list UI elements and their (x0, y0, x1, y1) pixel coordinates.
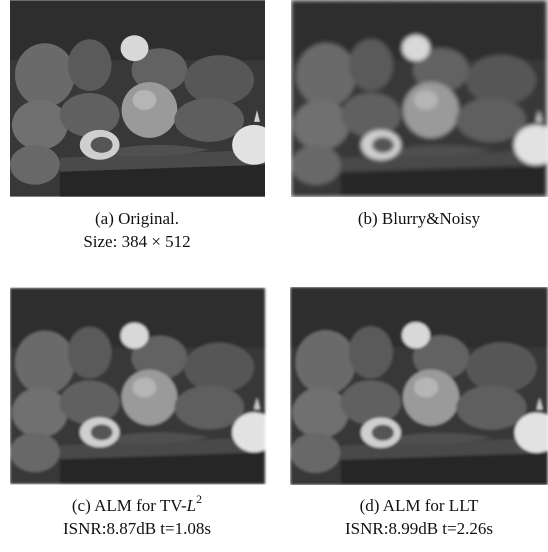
caption-text: ISNR:8.87dB t=1.08s (63, 519, 211, 538)
panel-image (10, 288, 276, 484)
caption-text: (d) ALM for LLT (360, 496, 479, 515)
caption-text: ISNR:8.99dB t=2.26s (345, 519, 493, 538)
figure: (a) Original. Size: 384 × 512 (b) Blurry&N… (0, 0, 548, 552)
caption-line: ISNR:8.99dB t=2.26s (345, 519, 493, 538)
caption-text: (c) ALM for TV- (72, 496, 187, 515)
caption-line: (b) Blurry&Noisy (358, 209, 481, 228)
caption-text: (b) Blurry&Noisy (358, 209, 481, 228)
caption-text: L (186, 496, 196, 515)
panels: (a) Original. Size: 384 × 512 (b) Blurry&N… (10, 0, 548, 538)
caption-line: ISNR:8.87dB t=1.08s (63, 519, 211, 538)
panel: (d) ALM for LLT ISNR:8.99dB t=2.26s (290, 287, 548, 538)
caption-line: (a) Original. (95, 209, 179, 228)
panel: (b) Blurry&Noisy (291, 0, 548, 228)
panel-image (291, 0, 548, 197)
panel: (c) ALM for TV-L2 ISNR:8.87dB t=1.08s (10, 288, 276, 538)
panel: (a) Original. Size: 384 × 512 (10, 0, 276, 251)
panel-image (290, 287, 548, 485)
caption-line: (d) ALM for LLT (360, 496, 479, 515)
panel-image (10, 0, 276, 196)
caption-text: 2 (196, 492, 202, 506)
caption-line: (c) ALM for TV-L2 (72, 492, 202, 515)
caption-text: Size: 384 × 512 (83, 232, 190, 251)
caption-line: Size: 384 × 512 (83, 232, 190, 251)
caption-text: (a) Original. (95, 209, 179, 228)
